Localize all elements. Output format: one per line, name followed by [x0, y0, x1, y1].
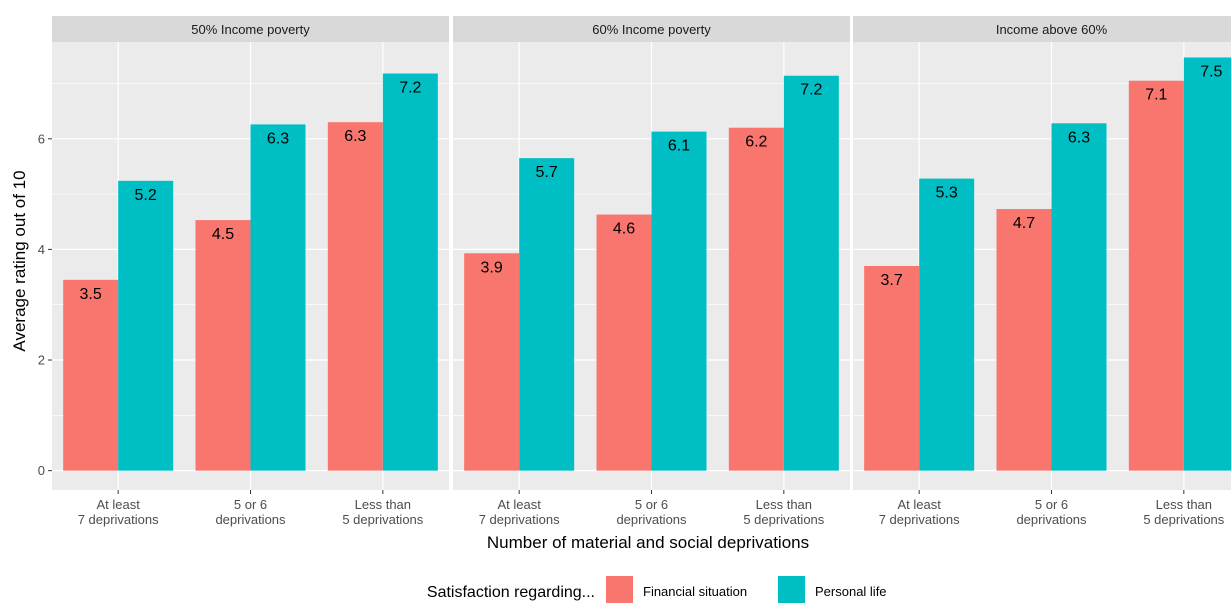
bar-financial-situation	[728, 127, 784, 471]
bar-value-label: 5.7	[536, 164, 558, 181]
bar-personal-life	[1051, 123, 1107, 471]
bar-value-label: 3.9	[481, 259, 503, 276]
x-tick-label: Less than 5 deprivations	[1143, 497, 1224, 527]
bar-financial-situation	[327, 122, 383, 471]
bar-personal-life	[519, 158, 575, 471]
bar-value-label: 6.3	[344, 128, 366, 145]
y-tick-label: 6	[38, 131, 45, 146]
legend-key-personal-life	[778, 576, 805, 603]
facet-strip-label: 50% Income poverty	[191, 22, 310, 37]
bar-value-label: 7.1	[1145, 87, 1167, 104]
facet-panel: 60% Income poverty 3.9 5.7 At least 7 depriv…	[453, 16, 850, 527]
facet-panels: 50% Income poverty 3.5 5.2 At least 7 depriv…	[52, 16, 1231, 527]
y-axis: 0 2 4 6	[38, 131, 52, 478]
x-tick-label: At least 7 deprivations	[78, 497, 159, 527]
facet-panel: 50% Income poverty 3.5 5.2 At least 7 depriv…	[52, 16, 449, 527]
x-tick-label: At least 7 deprivations	[479, 497, 560, 527]
bar-financial-situation	[596, 214, 652, 471]
bar-value-label: 6.2	[745, 134, 767, 151]
bar-value-label: 3.5	[80, 286, 102, 303]
facet-panel: Income above 60% 3.7 5.3 At least 7 deprivat…	[853, 16, 1231, 527]
x-tick-label: 5 or 6 deprivations	[616, 497, 687, 527]
y-axis-title: Average rating out of 10	[10, 170, 29, 351]
legend-title: Satisfaction regarding...	[427, 584, 595, 601]
bar-personal-life	[1183, 57, 1231, 471]
bar-financial-situation	[996, 209, 1052, 471]
y-tick-label: 4	[38, 242, 45, 257]
bar-value-label: 7.5	[1200, 63, 1222, 80]
bar-value-label: 4.7	[1013, 215, 1035, 232]
x-tick-label: 5 or 6 deprivations	[215, 497, 286, 527]
facet-strip-label: Income above 60%	[996, 22, 1108, 37]
facet-strip	[453, 16, 850, 42]
bar-value-label: 5.2	[135, 187, 157, 204]
bar-financial-situation	[464, 253, 520, 471]
bar-financial-situation	[1128, 80, 1184, 471]
bar-value-label: 3.7	[881, 272, 903, 289]
bar-value-label: 5.3	[936, 185, 958, 202]
legend-key-financial-situation	[606, 576, 633, 603]
x-tick-label: 5 or 6 deprivations	[1016, 497, 1087, 527]
x-tick-label: At least 7 deprivations	[879, 497, 960, 527]
bar-value-label: 6.3	[1068, 129, 1090, 146]
facet-strip	[52, 16, 449, 42]
bar-financial-situation	[63, 279, 119, 471]
facet-strip	[853, 16, 1231, 42]
legend: Satisfaction regarding... Financial situ…	[427, 576, 887, 603]
x-tick-label: Less than 5 deprivations	[743, 497, 824, 527]
bar-value-label: 7.2	[800, 82, 822, 99]
x-axis-title: Number of material and social deprivatio…	[487, 533, 809, 552]
bar-personal-life	[382, 73, 438, 471]
legend-label-financial-situation: Financial situation	[643, 584, 747, 599]
facet-strip-label: 60% Income poverty	[592, 22, 711, 37]
bar-value-label: 4.6	[613, 221, 635, 238]
bar-personal-life	[651, 131, 707, 471]
y-tick-label: 0	[38, 463, 45, 478]
bar-value-label: 4.5	[212, 226, 234, 243]
bar-personal-life	[118, 180, 174, 471]
legend-label-personal-life: Personal life	[815, 584, 887, 599]
bar-financial-situation	[864, 266, 920, 471]
bar-personal-life	[783, 75, 839, 471]
bar-financial-situation	[195, 220, 251, 471]
y-tick-label: 2	[38, 353, 45, 368]
bar-value-label: 7.2	[399, 80, 421, 97]
bar-value-label: 6.1	[668, 138, 690, 155]
x-tick-label: Less than 5 deprivations	[342, 497, 423, 527]
bar-personal-life	[919, 178, 975, 471]
bar-personal-life	[250, 124, 306, 471]
bar-value-label: 6.3	[267, 130, 289, 147]
